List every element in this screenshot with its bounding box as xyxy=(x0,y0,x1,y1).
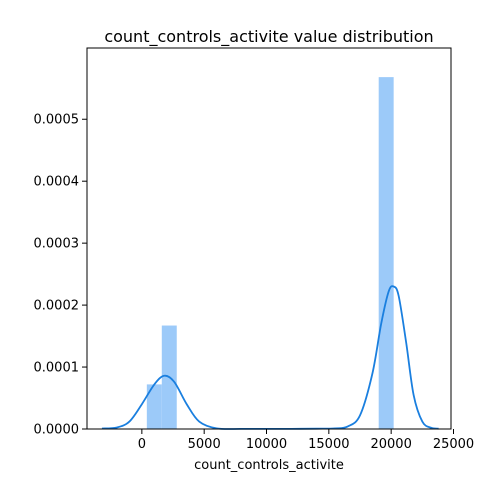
x-tick-label: 15000 xyxy=(308,437,349,452)
y-axis-ticks: 0.0000 0.0001 0.0002 0.0003 0.0004 0.0005 xyxy=(34,113,87,438)
plot-frame xyxy=(86,47,452,430)
y-tick-label: 0.0003 xyxy=(34,237,80,252)
chart-title: count_controls_activite value distributi… xyxy=(104,27,433,47)
x-tick-label: 0 xyxy=(138,437,146,452)
histogram-bar-2 xyxy=(378,77,394,430)
x-tick-label: 10000 xyxy=(246,437,287,452)
y-tick-label: 0.0000 xyxy=(34,423,80,438)
histogram-bars xyxy=(146,77,394,430)
y-tick-label: 0.0004 xyxy=(34,175,80,190)
x-axis-label: count_controls_activite xyxy=(194,458,344,473)
y-tick-label: 0.0005 xyxy=(34,113,80,128)
y-tick-label: 0.0001 xyxy=(34,361,80,376)
x-tick-label: 5000 xyxy=(188,437,221,452)
y-tick-label: 0.0002 xyxy=(34,299,80,314)
x-tick-label: 20000 xyxy=(370,437,411,452)
x-axis-ticks: 0 5000 10000 15000 20000 25000 xyxy=(138,429,474,452)
histogram-bar-0 xyxy=(146,384,162,429)
x-tick-label: 25000 xyxy=(433,437,474,452)
